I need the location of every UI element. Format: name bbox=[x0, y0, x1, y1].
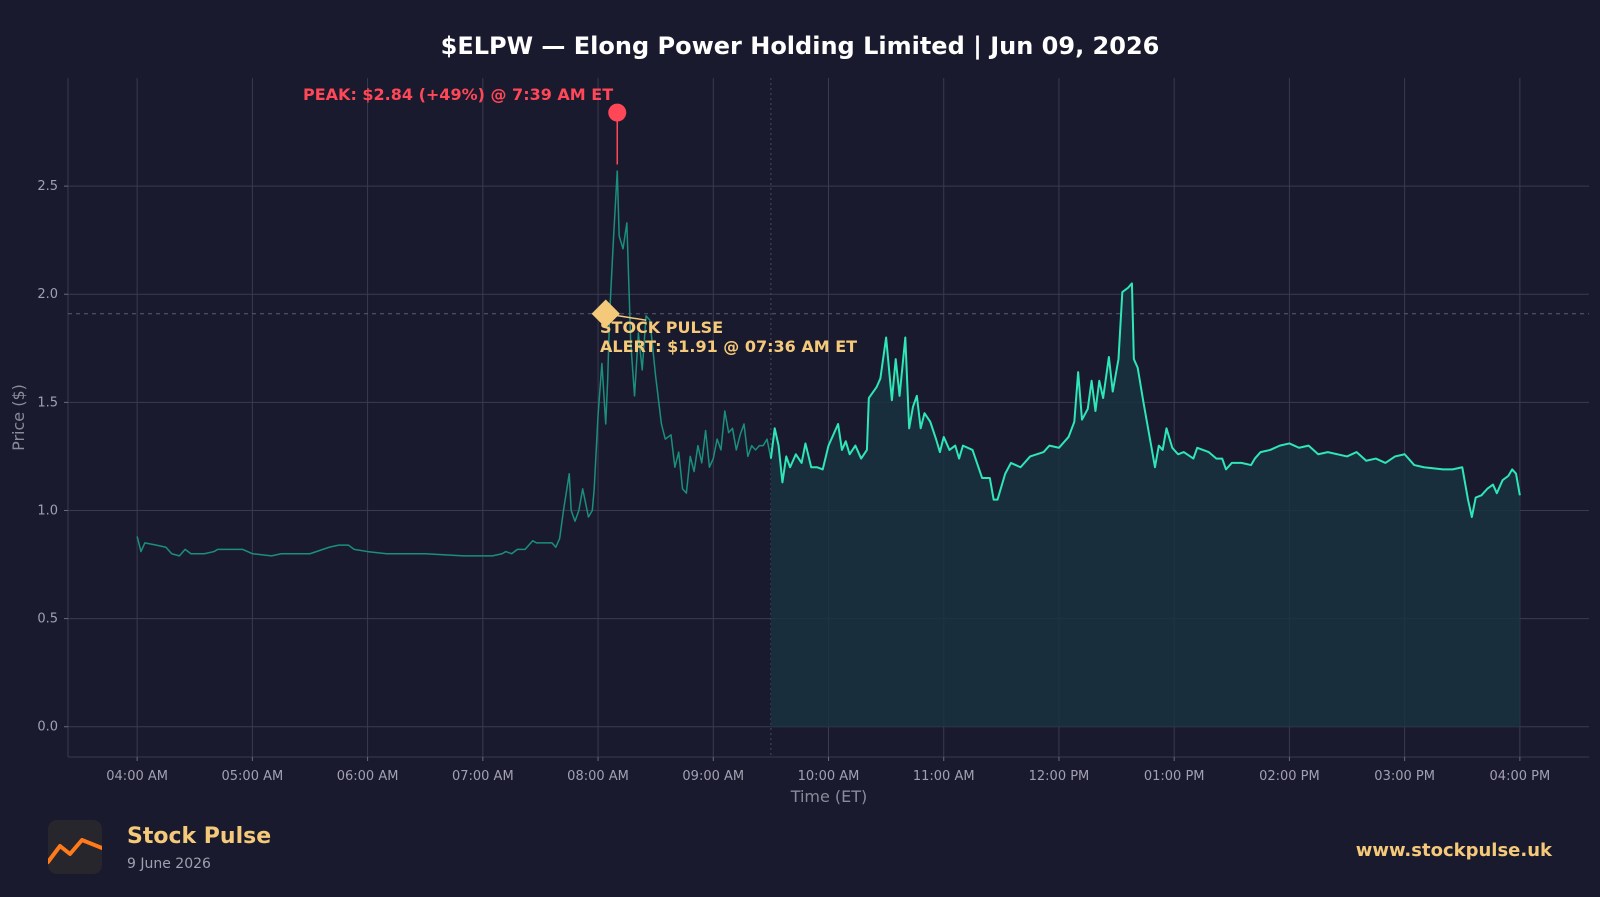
trend-line-icon bbox=[48, 838, 102, 864]
peak-marker bbox=[608, 103, 627, 122]
peak-label: PEAK: $2.84 (+49%) @ 7:39 AM ET bbox=[303, 85, 613, 104]
regular-series-line bbox=[769, 282, 1521, 518]
y-tick-label: 0.5 bbox=[37, 612, 58, 627]
x-tick-label: 09:00 AM bbox=[682, 769, 744, 784]
x-tick-label: 03:00 PM bbox=[1374, 769, 1435, 784]
x-tick-label: 10:00 AM bbox=[798, 769, 860, 784]
x-tick-label: 02:00 PM bbox=[1259, 769, 1320, 784]
x-tick-label: 11:00 AM bbox=[913, 769, 975, 784]
brand-logo bbox=[48, 820, 102, 874]
x-tick-label: 06:00 AM bbox=[337, 769, 399, 784]
site-url[interactable]: www.stockpulse.uk bbox=[1355, 840, 1552, 861]
x-tick-label: 04:00 AM bbox=[106, 769, 168, 784]
brand-date: 9 June 2026 bbox=[127, 856, 211, 872]
alert-label-line2: ALERT: $1.91 @ 07:36 AM ET bbox=[600, 337, 857, 356]
x-tick-label: 01:00 PM bbox=[1144, 769, 1205, 784]
footer: Stock Pulse 9 June 2026 www.stockpulse.u… bbox=[0, 808, 1600, 897]
x-tick-label: 08:00 AM bbox=[567, 769, 629, 784]
y-tick-label: 2.0 bbox=[37, 287, 58, 302]
y-tick-label: 0.0 bbox=[37, 720, 58, 735]
brand-name: Stock Pulse bbox=[127, 824, 272, 849]
alert-label-line1: STOCK PULSE bbox=[600, 318, 723, 337]
x-tick-label: 05:00 AM bbox=[222, 769, 284, 784]
x-tick-label: 04:00 PM bbox=[1490, 769, 1551, 784]
x-tick-label: 07:00 AM bbox=[452, 769, 514, 784]
y-tick-label: 1.5 bbox=[37, 395, 58, 410]
regular-hours-fill bbox=[770, 283, 1520, 727]
x-tick-label: 12:00 PM bbox=[1029, 769, 1090, 784]
y-tick-label: 2.5 bbox=[37, 179, 58, 194]
alert-marker bbox=[591, 299, 620, 328]
y-tick-label: 1.0 bbox=[37, 503, 58, 518]
x-axis-label: Time (ET) bbox=[790, 787, 868, 806]
premarket-series-line bbox=[136, 170, 772, 557]
y-axis-label: Price ($) bbox=[9, 384, 28, 451]
chart-title: $ELPW — Elong Power Holding Limited | Ju… bbox=[441, 32, 1160, 60]
price-chart: $ELPW — Elong Power Holding Limited | Ju… bbox=[9, 32, 1589, 806]
